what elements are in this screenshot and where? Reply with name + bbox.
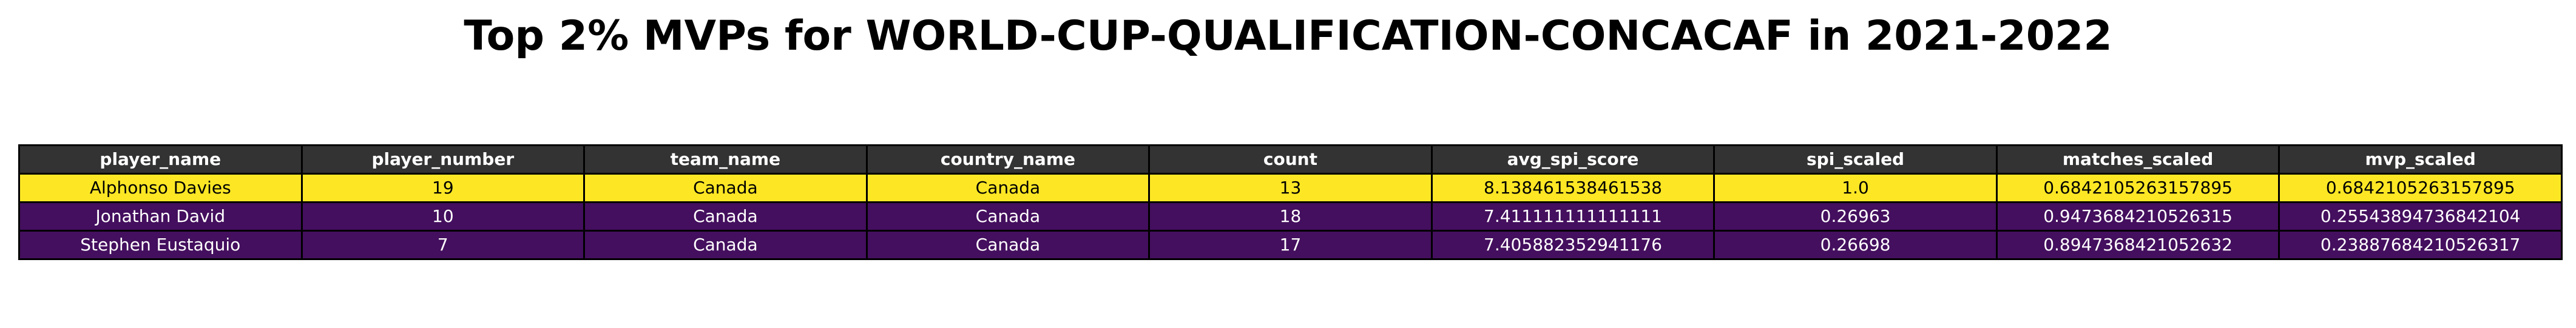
table-row: Jonathan David 10 Canada Canada 18 7.41111111…: [18, 201, 2563, 232]
table-cell-country-name: Canada: [865, 230, 1151, 260]
table-cell-matches-scaled: 0.6842105263157895: [1995, 173, 2280, 203]
table-cell-spi-scaled: 0.26698: [1713, 230, 1998, 260]
table-cell-mvp-scaled: 0.25543894736842104: [2278, 201, 2563, 232]
table-row: Stephen Eustaquio 7 Canada Canada 17 7.405882…: [18, 230, 2563, 260]
table-cell-count: 17: [1148, 230, 1433, 260]
column-header-country-name: country_name: [865, 144, 1151, 175]
table-cell-spi-scaled: 1.0: [1713, 173, 1998, 203]
mvp-table: player_name player_number team_name country…: [18, 144, 2563, 260]
table-cell-spi-scaled: 0.26963: [1713, 201, 1998, 232]
column-header-mvp-scaled: mvp_scaled: [2278, 144, 2563, 175]
table-cell-country-name: Canada: [865, 201, 1151, 232]
table-cell-matches-scaled: 0.8947368421052632: [1995, 230, 2280, 260]
table-cell-country-name: Canada: [865, 173, 1151, 203]
table-cell-player-number: 19: [300, 173, 586, 203]
table-cell-mvp-scaled: 0.6842105263157895: [2278, 173, 2563, 203]
column-header-team-name: team_name: [583, 144, 868, 175]
column-header-player-number: player_number: [300, 144, 586, 175]
table-cell-player-name: Alphonso Davies: [18, 173, 303, 203]
table-cell-player-name: Stephen Eustaquio: [18, 230, 303, 260]
table-row: Alphonso Davies 19 Canada Canada 13 8.1384615…: [18, 173, 2563, 203]
table-cell-avg-spi-score: 7.411111111111111: [1430, 201, 1716, 232]
table-cell-avg-spi-score: 8.138461538461538: [1430, 173, 1716, 203]
table-cell-team-name: Canada: [583, 201, 868, 232]
chart-title: Top 2% MVPs for WORLD-CUP-QUALIFICATION-…: [464, 12, 2112, 60]
table-cell-avg-spi-score: 7.405882352941176: [1430, 230, 1716, 260]
table-cell-team-name: Canada: [583, 230, 868, 260]
table-header: player_name player_number team_name country…: [18, 144, 2563, 175]
column-header-matches-scaled: matches_scaled: [1995, 144, 2280, 175]
column-header-avg-spi-score: avg_spi_score: [1430, 144, 1716, 175]
table-body: Alphonso Davies 19 Canada Canada 13 8.1384615…: [18, 173, 2563, 260]
table-cell-count: 18: [1148, 201, 1433, 232]
table-cell-count: 13: [1148, 173, 1433, 203]
table-cell-player-name: Jonathan David: [18, 201, 303, 232]
column-header-player-name: player_name: [18, 144, 303, 175]
column-header-count: count: [1148, 144, 1433, 175]
table-cell-matches-scaled: 0.9473684210526315: [1995, 201, 2280, 232]
header-row: player_name player_number team_name country…: [18, 144, 2563, 175]
table-cell-team-name: Canada: [583, 173, 868, 203]
table-cell-mvp-scaled: 0.23887684210526317: [2278, 230, 2563, 260]
table-cell-player-number: 7: [300, 230, 586, 260]
table-cell-player-number: 10: [300, 201, 586, 232]
column-header-spi-scaled: spi_scaled: [1713, 144, 1998, 175]
